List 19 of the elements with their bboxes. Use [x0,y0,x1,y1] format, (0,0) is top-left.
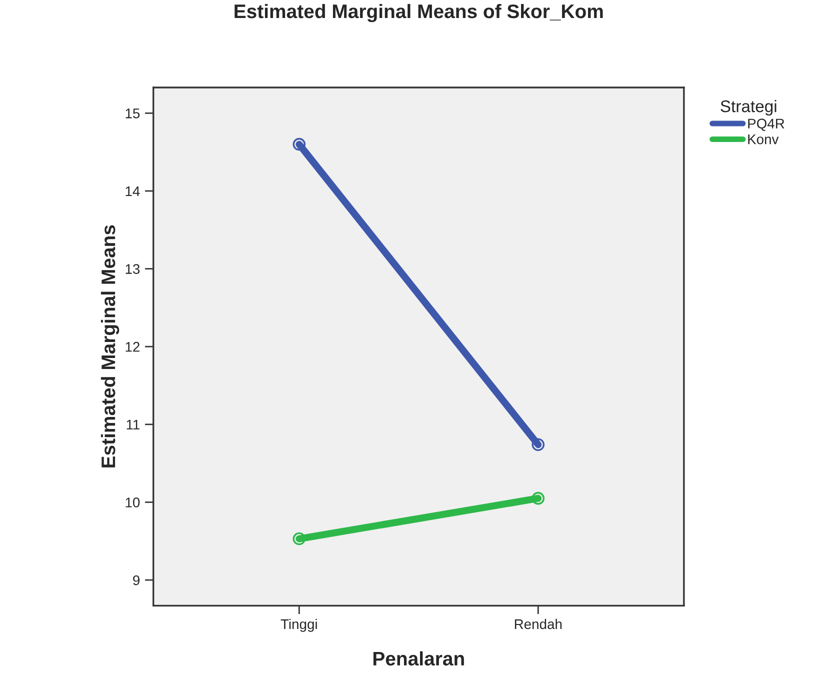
y-tick-label: 12 [126,342,140,352]
legend-label: PQ4R [748,118,784,131]
y-tick-label: 9 [133,575,140,586]
y-tick-label: 13 [126,264,140,274]
y-tick-label: 14 [126,186,140,196]
x-axis-title: Penalaran [373,651,464,666]
point [292,532,306,546]
y-tick-label: 11 [126,420,140,430]
x-tick-label: Tinggi [280,618,317,632]
legend-label: Konv [748,134,779,144]
point [292,138,306,151]
y-tick-label: 10 [126,498,140,508]
y-tick-label: 15 [126,108,140,118]
x-tick-label: Rendah [514,618,562,630]
chart-title: Estimated Marginal Means of Skor_Kom [234,4,603,22]
point [532,492,545,505]
legend-title: Strategi [720,100,776,116]
y-axis-title: Estimated Marginal Means [100,225,120,468]
point [532,438,545,452]
